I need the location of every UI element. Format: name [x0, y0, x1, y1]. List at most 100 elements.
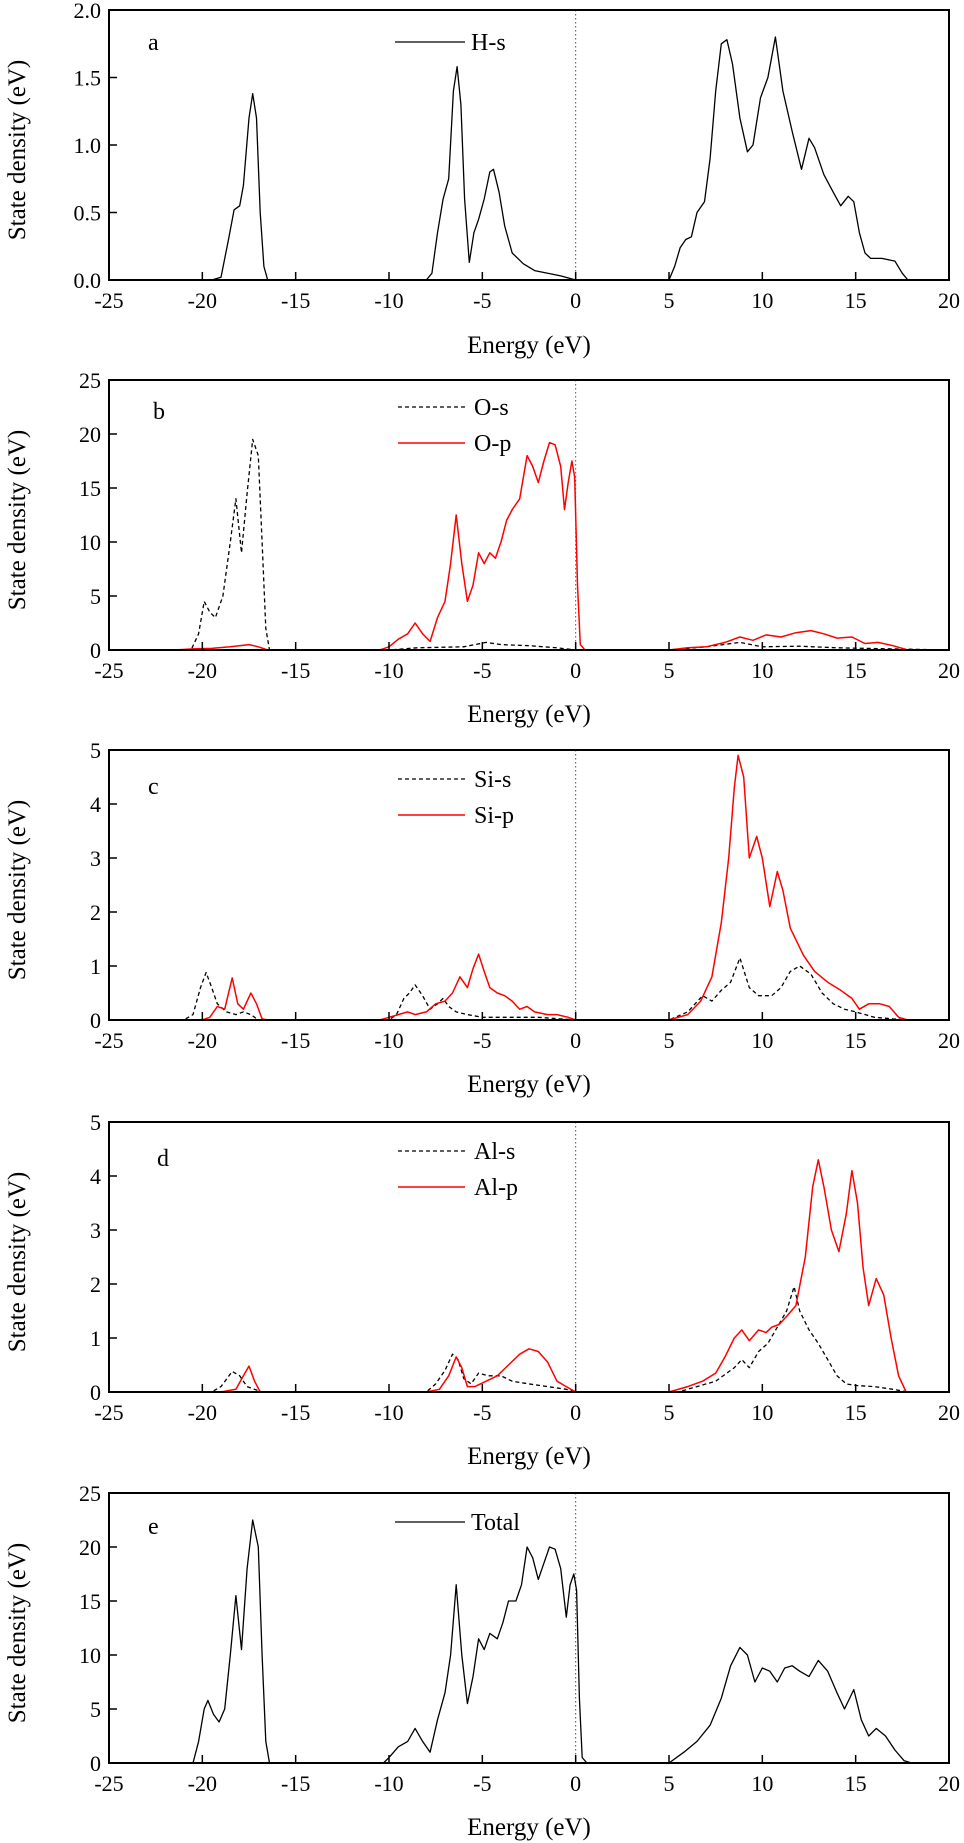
panel-d-y-tick-label: 3: [90, 1218, 101, 1243]
panel-e-x-tick-label: 5: [664, 1771, 675, 1796]
panel-b-x-tick-label: 0: [570, 658, 581, 683]
panel-c-x-tick-label: 5: [664, 1028, 675, 1053]
panel-e-x-tick-label: -5: [473, 1771, 491, 1796]
panel-c-y-tick-label: 3: [90, 846, 101, 871]
panel-b-x-tick-label: 15: [845, 658, 867, 683]
panel-c-y-axis-label: State density (eV): [4, 800, 31, 981]
panel-c-y-tick-label: 0: [90, 1008, 101, 1033]
panel-a-ticks: -25 -20 -15 -10 -5 0 5 10 15 20 0.0 0.5 1.0 1.5 2.0: [74, 0, 961, 313]
panel-b-y-tick-label: 20: [79, 422, 101, 447]
panel-d-frame: [108, 1121, 950, 1393]
panel-d: -25 -20 -15 -10 -5 0 5 10 15 20 0 1 2 3 4 5 d Al-s Al-p…: [4, 1110, 960, 1470]
panel-b-ticks: -25 -20 -15 -10 -5 0 5 10 15 20 0 5 10 15 20 25: [79, 368, 960, 683]
panel-b-x-tick-label: 5: [664, 658, 675, 683]
panel-c-y-tick-label: 1: [90, 954, 101, 979]
panel-c-x-tick-label: 15: [845, 1028, 867, 1053]
panel-e-x-tick-label: -25: [94, 1771, 123, 1796]
panel-e-y-tick-label: 15: [79, 1589, 101, 1614]
panel-a-x-tick-label: 20: [938, 288, 960, 313]
panel-b-series-o-p: [109, 441, 949, 651]
panel-a-x-tick-label: -5: [473, 288, 491, 313]
panel-a-x-tick-label: -10: [374, 288, 403, 313]
panel-c-x-tick-label: 20: [938, 1028, 960, 1053]
panel-c-x-tick-label: 10: [751, 1028, 773, 1053]
panel-b-x-tick-label: -25: [94, 658, 123, 683]
panel-a: -25 -20 -15 -10 -5 0 5 10 15 200.00.51.01.52.0 a …: [4, 0, 960, 359]
panel-d-y-tick-label: 5: [90, 1110, 101, 1135]
panel-a-y-tick-label: 2.0: [74, 0, 102, 23]
panel-d-x-tick-label: -5: [473, 1400, 491, 1425]
panel-d-x-tick-label: 15: [845, 1400, 867, 1425]
panel-e-y-tick-label: 0: [90, 1751, 101, 1776]
panel-d-x-tick-label: -15: [281, 1400, 310, 1425]
panel-c-x-tick-label: -5: [473, 1028, 491, 1053]
panel-b-x-tick-label: -20: [188, 658, 217, 683]
panel-e-legend-label-0: Total: [471, 1510, 520, 1536]
panel-b-legend: O-s O-p: [398, 395, 511, 457]
panel-d-legend-label-1: Al-p: [474, 1175, 518, 1201]
panel-c-legend-label-1: Si-p: [474, 803, 514, 829]
panel-e: -25 -20 -15 -10 -5 0 5 10 15 20 0 5 10 15 20 25 e Total…: [4, 1481, 960, 1841]
panel-c-letter: c: [148, 774, 159, 800]
panel-b-letter: b: [153, 399, 165, 425]
panel-b-x-tick-label: 10: [751, 658, 773, 683]
panel-a-x-tick-label: -15: [281, 288, 310, 313]
panel-e-series: [109, 1493, 949, 1764]
panel-e-x-tick-label: 0: [570, 1771, 581, 1796]
panel-b-y-tick-label: 5: [90, 584, 101, 609]
panel-a-x-tick-label: -25: [94, 288, 123, 313]
panel-b-y-tick-label: 15: [79, 476, 101, 501]
panel-a-legend: H-s: [395, 30, 506, 56]
panel-e-y-tick-label: 20: [79, 1535, 101, 1560]
panel-c-x-axis-label: Energy (eV): [467, 1071, 591, 1098]
panel-e-letter: e: [148, 1514, 159, 1540]
panel-d-x-tick-label: 0: [570, 1400, 581, 1425]
panel-b-frame: [108, 379, 950, 651]
panel-a-x-tick-label: -20: [188, 288, 217, 313]
panel-d-x-tick-label: 10: [751, 1400, 773, 1425]
panel-d-legend-label-0: Al-s: [474, 1139, 515, 1165]
panel-e-y-axis-label: State density (eV): [4, 1543, 31, 1724]
panel-b-legend-label-1: O-p: [474, 431, 511, 457]
panel-e-y-tick-label: 25: [79, 1481, 101, 1506]
panel-a-legend-label-0: H-s: [471, 30, 506, 56]
panel-e-x-tick-label: 20: [938, 1771, 960, 1796]
panel-e-ticks: -25 -20 -15 -10 -5 0 5 10 15 20 0 5 10 15 20 25: [79, 1481, 960, 1796]
panel-d-y-tick-label: 2: [90, 1272, 101, 1297]
panel-b-x-tick-label: -10: [374, 658, 403, 683]
panel-d-x-axis-label: Energy (eV): [467, 1443, 591, 1470]
panel-d-x-tick-label: -10: [374, 1400, 403, 1425]
panel-c-x-tick-label: -10: [374, 1028, 403, 1053]
panel-d-ticks: -25 -20 -15 -10 -5 0 5 10 15 20 0 1 2 3 4 5: [90, 1110, 960, 1425]
panel-a-x-axis-label: Energy (eV): [467, 332, 591, 359]
panel-b-x-tick-label: -15: [281, 658, 310, 683]
panel-e-legend: Total: [395, 1510, 520, 1536]
panel-c-x-tick-label: -15: [281, 1028, 310, 1053]
panel-a-y-tick-label: 1.0: [74, 133, 102, 158]
panel-c-series-si-s: [109, 957, 949, 1021]
panel-d-x-tick-label: 5: [664, 1400, 675, 1425]
panel-b-y-axis-label: State density (eV): [4, 430, 31, 611]
panel-e-x-tick-label: -10: [374, 1771, 403, 1796]
panel-d-y-tick-label: 1: [90, 1326, 101, 1351]
panel-e-x-axis-label: Energy (eV): [467, 1814, 591, 1841]
panel-c: -25 -20 -15 -10 -5 0 5 10 15 20 0 1 2 3 4 5 c Si-s Si-p…: [4, 738, 960, 1098]
panel-c-legend: Si-s Si-p: [398, 767, 514, 829]
panel-d-x-tick-label: 20: [938, 1400, 960, 1425]
panel-b-x-tick-label: -5: [473, 658, 491, 683]
panel-c-x-tick-label: -20: [188, 1028, 217, 1053]
panel-b-legend-label-0: O-s: [474, 395, 509, 421]
panel-c-ticks: -25 -20 -15 -10 -5 0 5 10 15 20 0 1 2 3 4 5: [90, 738, 960, 1053]
panel-a-letter: a: [148, 30, 159, 56]
panel-d-x-tick-label: -20: [188, 1400, 217, 1425]
panel-e-x-tick-label: -20: [188, 1771, 217, 1796]
panel-e-series-total: [109, 1519, 949, 1764]
panel-b-y-tick-label: 25: [79, 368, 101, 393]
panel-c-x-tick-label: 0: [570, 1028, 581, 1053]
panel-d-y-axis-label: State density (eV): [4, 1172, 31, 1353]
panel-c-y-tick-label: 5: [90, 738, 101, 763]
panel-e-y-tick-label: 5: [90, 1697, 101, 1722]
panel-a-x-tick-label: 10: [751, 288, 773, 313]
panel-c-frame: [108, 749, 950, 1021]
panel-b-series: [109, 380, 950, 651]
